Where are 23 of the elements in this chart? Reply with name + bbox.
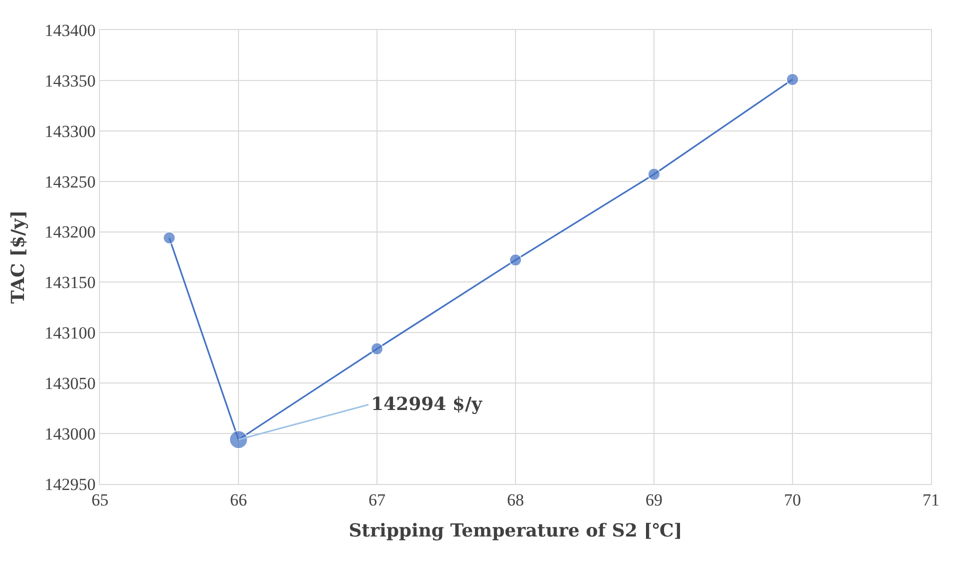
annotation: 142994 $/y bbox=[371, 394, 483, 415]
y-tick-label: 143200 bbox=[44, 222, 96, 242]
x-tick-label: 70 bbox=[784, 490, 801, 510]
y-tick-label: 143300 bbox=[44, 122, 96, 141]
x-tick-label: 68 bbox=[507, 490, 524, 510]
point bbox=[648, 168, 660, 181]
point bbox=[370, 342, 384, 356]
point bbox=[162, 231, 176, 244]
x-tick-label: 71 bbox=[922, 490, 940, 510]
y-tick-label: 143100 bbox=[44, 324, 96, 343]
x-tick-label: 67 bbox=[368, 490, 386, 510]
y-tick-label: 143000 bbox=[44, 424, 96, 444]
x-tick-label: 69 bbox=[646, 490, 662, 510]
y-axis-title: TAC [$/y] bbox=[8, 210, 29, 304]
y-tick-label: 143250 bbox=[44, 172, 96, 192]
x-axis-title: Stripping Temperature of S2 [℃] bbox=[348, 520, 682, 542]
y-tick-label: 143400 bbox=[44, 20, 96, 40]
x-tick-label: 66 bbox=[230, 490, 247, 510]
y-tick-label: 143050 bbox=[44, 374, 96, 394]
point bbox=[786, 72, 799, 86]
point bbox=[509, 254, 522, 267]
y-tick-label: 143150 bbox=[44, 273, 96, 292]
y-tick-label: 143350 bbox=[44, 71, 96, 90]
